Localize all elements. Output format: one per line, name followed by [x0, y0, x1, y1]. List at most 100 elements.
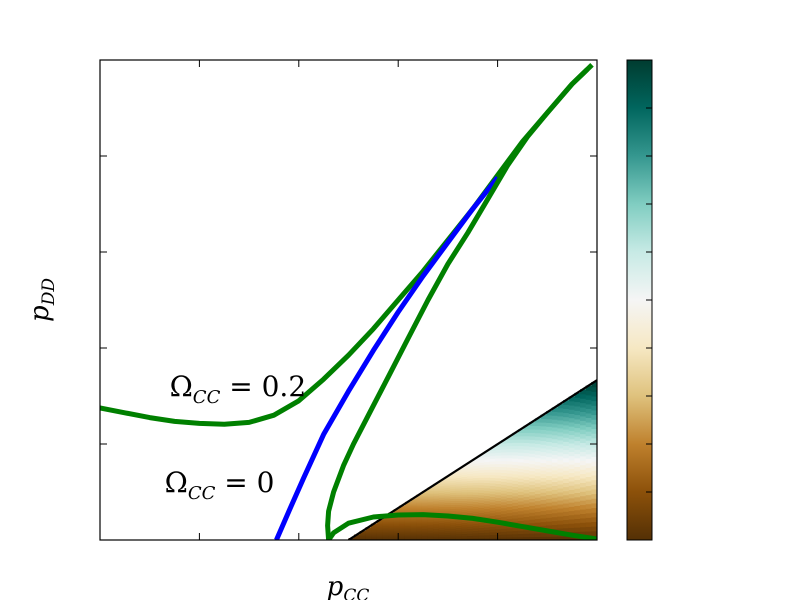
heatmap-cell	[455, 508, 463, 512]
heatmap-cell	[574, 418, 581, 424]
heatmap-cell	[529, 533, 536, 538]
heatmap-cell	[444, 532, 451, 535]
heatmap-cell	[404, 524, 412, 527]
heatmap-cell	[529, 435, 536, 440]
heatmap-cell	[574, 509, 581, 515]
heatmap-cell	[563, 437, 570, 442]
heatmap-cell	[461, 511, 468, 515]
heatmap-cell	[506, 445, 513, 450]
heatmap-cell	[529, 446, 536, 451]
heatmap-cell	[461, 474, 468, 478]
heatmap-cell	[534, 461, 542, 466]
heatmap-cell	[568, 510, 576, 516]
heatmap-cell	[478, 529, 485, 534]
heatmap-cell	[410, 510, 417, 513]
heatmap-cell	[523, 472, 530, 477]
heatmap-cell	[444, 525, 451, 528]
heatmap-cell	[574, 479, 581, 485]
heatmap-cell	[534, 443, 542, 448]
heatmap-cell	[410, 538, 417, 540]
heatmap-cell	[461, 469, 468, 473]
heatmap-cell	[438, 487, 446, 490]
heatmap-cell	[489, 455, 496, 459]
heatmap-cell	[591, 484, 597, 490]
heatmap-cell	[557, 511, 564, 517]
heatmap-cell	[540, 473, 547, 478]
heatmap-cell	[489, 510, 496, 514]
heatmap-cell	[467, 500, 474, 504]
heatmap-cell	[506, 488, 513, 492]
heatmap-cell	[382, 523, 389, 525]
heatmap-cell	[444, 528, 451, 532]
heatmap-cell	[382, 537, 389, 539]
heatmap-cell	[455, 521, 463, 524]
heatmap-cell	[382, 528, 389, 530]
heatmap-cell	[484, 503, 491, 507]
heatmap-cell	[557, 491, 564, 497]
heatmap-cell	[551, 508, 559, 514]
heatmap-cell	[557, 439, 564, 445]
heatmap-cell	[568, 535, 576, 540]
heatmap-cell	[455, 500, 463, 504]
heatmap-cell	[591, 428, 597, 434]
heatmap-cell	[546, 532, 553, 537]
heatmap-cell	[388, 532, 395, 535]
heatmap-cell	[500, 481, 508, 485]
heatmap-cell	[512, 448, 519, 453]
heatmap-cell	[529, 467, 536, 472]
heatmap-cell	[421, 521, 429, 524]
heatmap-cell	[388, 525, 395, 527]
heatmap-cell	[467, 533, 474, 537]
heatmap-cell	[461, 520, 468, 524]
heatmap-cell	[382, 518, 389, 520]
heatmap-cell	[568, 409, 576, 414]
heatmap-cell	[523, 462, 530, 467]
heatmap-cell	[404, 526, 412, 529]
heatmap-cell	[557, 467, 564, 473]
heatmap-cell	[534, 446, 542, 452]
heatmap-cell	[557, 503, 564, 509]
heatmap-cell	[591, 470, 597, 476]
heatmap-cell	[410, 520, 417, 523]
heatmap-cell	[438, 497, 446, 501]
heatmap-cell	[534, 425, 542, 430]
heatmap-cell	[563, 461, 570, 467]
heatmap-cell	[433, 485, 440, 488]
heatmap-cell	[438, 501, 446, 504]
heatmap-cell	[467, 475, 474, 479]
heatmap-cell	[551, 473, 559, 479]
heatmap-cell	[574, 496, 581, 502]
heatmap-cell	[529, 439, 536, 444]
heatmap-cell	[444, 480, 451, 483]
heatmap-cell	[529, 501, 536, 506]
heatmap-cell	[563, 535, 570, 540]
heatmap-cell	[568, 426, 576, 431]
heatmap-cell	[574, 527, 581, 532]
heatmap-cell	[529, 536, 536, 540]
heatmap-cell	[393, 533, 400, 536]
heatmap-cell	[404, 531, 412, 533]
heatmap-cell	[450, 478, 457, 482]
heatmap-cell	[523, 452, 530, 457]
annotation-subscript: CC	[193, 387, 221, 408]
heatmap-cell	[467, 521, 474, 525]
heatmap-cell	[506, 442, 513, 447]
heatmap-cell	[534, 421, 542, 427]
heatmap-cell	[512, 442, 519, 447]
heatmap-cell	[467, 523, 474, 527]
heatmap-cell	[404, 529, 412, 532]
heatmap-cell	[484, 466, 491, 470]
heatmap-cell	[433, 530, 440, 533]
heatmap-cell	[433, 506, 440, 510]
heatmap-cell	[427, 529, 434, 532]
heatmap-cell	[478, 507, 485, 511]
heatmap-cell	[591, 400, 597, 406]
heatmap-cell	[461, 504, 468, 508]
heatmap-cell	[585, 512, 592, 518]
heatmap-cell	[546, 433, 553, 439]
heatmap-cell	[399, 521, 406, 524]
heatmap-cell	[393, 528, 400, 530]
annotation-value: = 0.2	[220, 370, 306, 403]
heatmap-cell	[404, 537, 412, 540]
